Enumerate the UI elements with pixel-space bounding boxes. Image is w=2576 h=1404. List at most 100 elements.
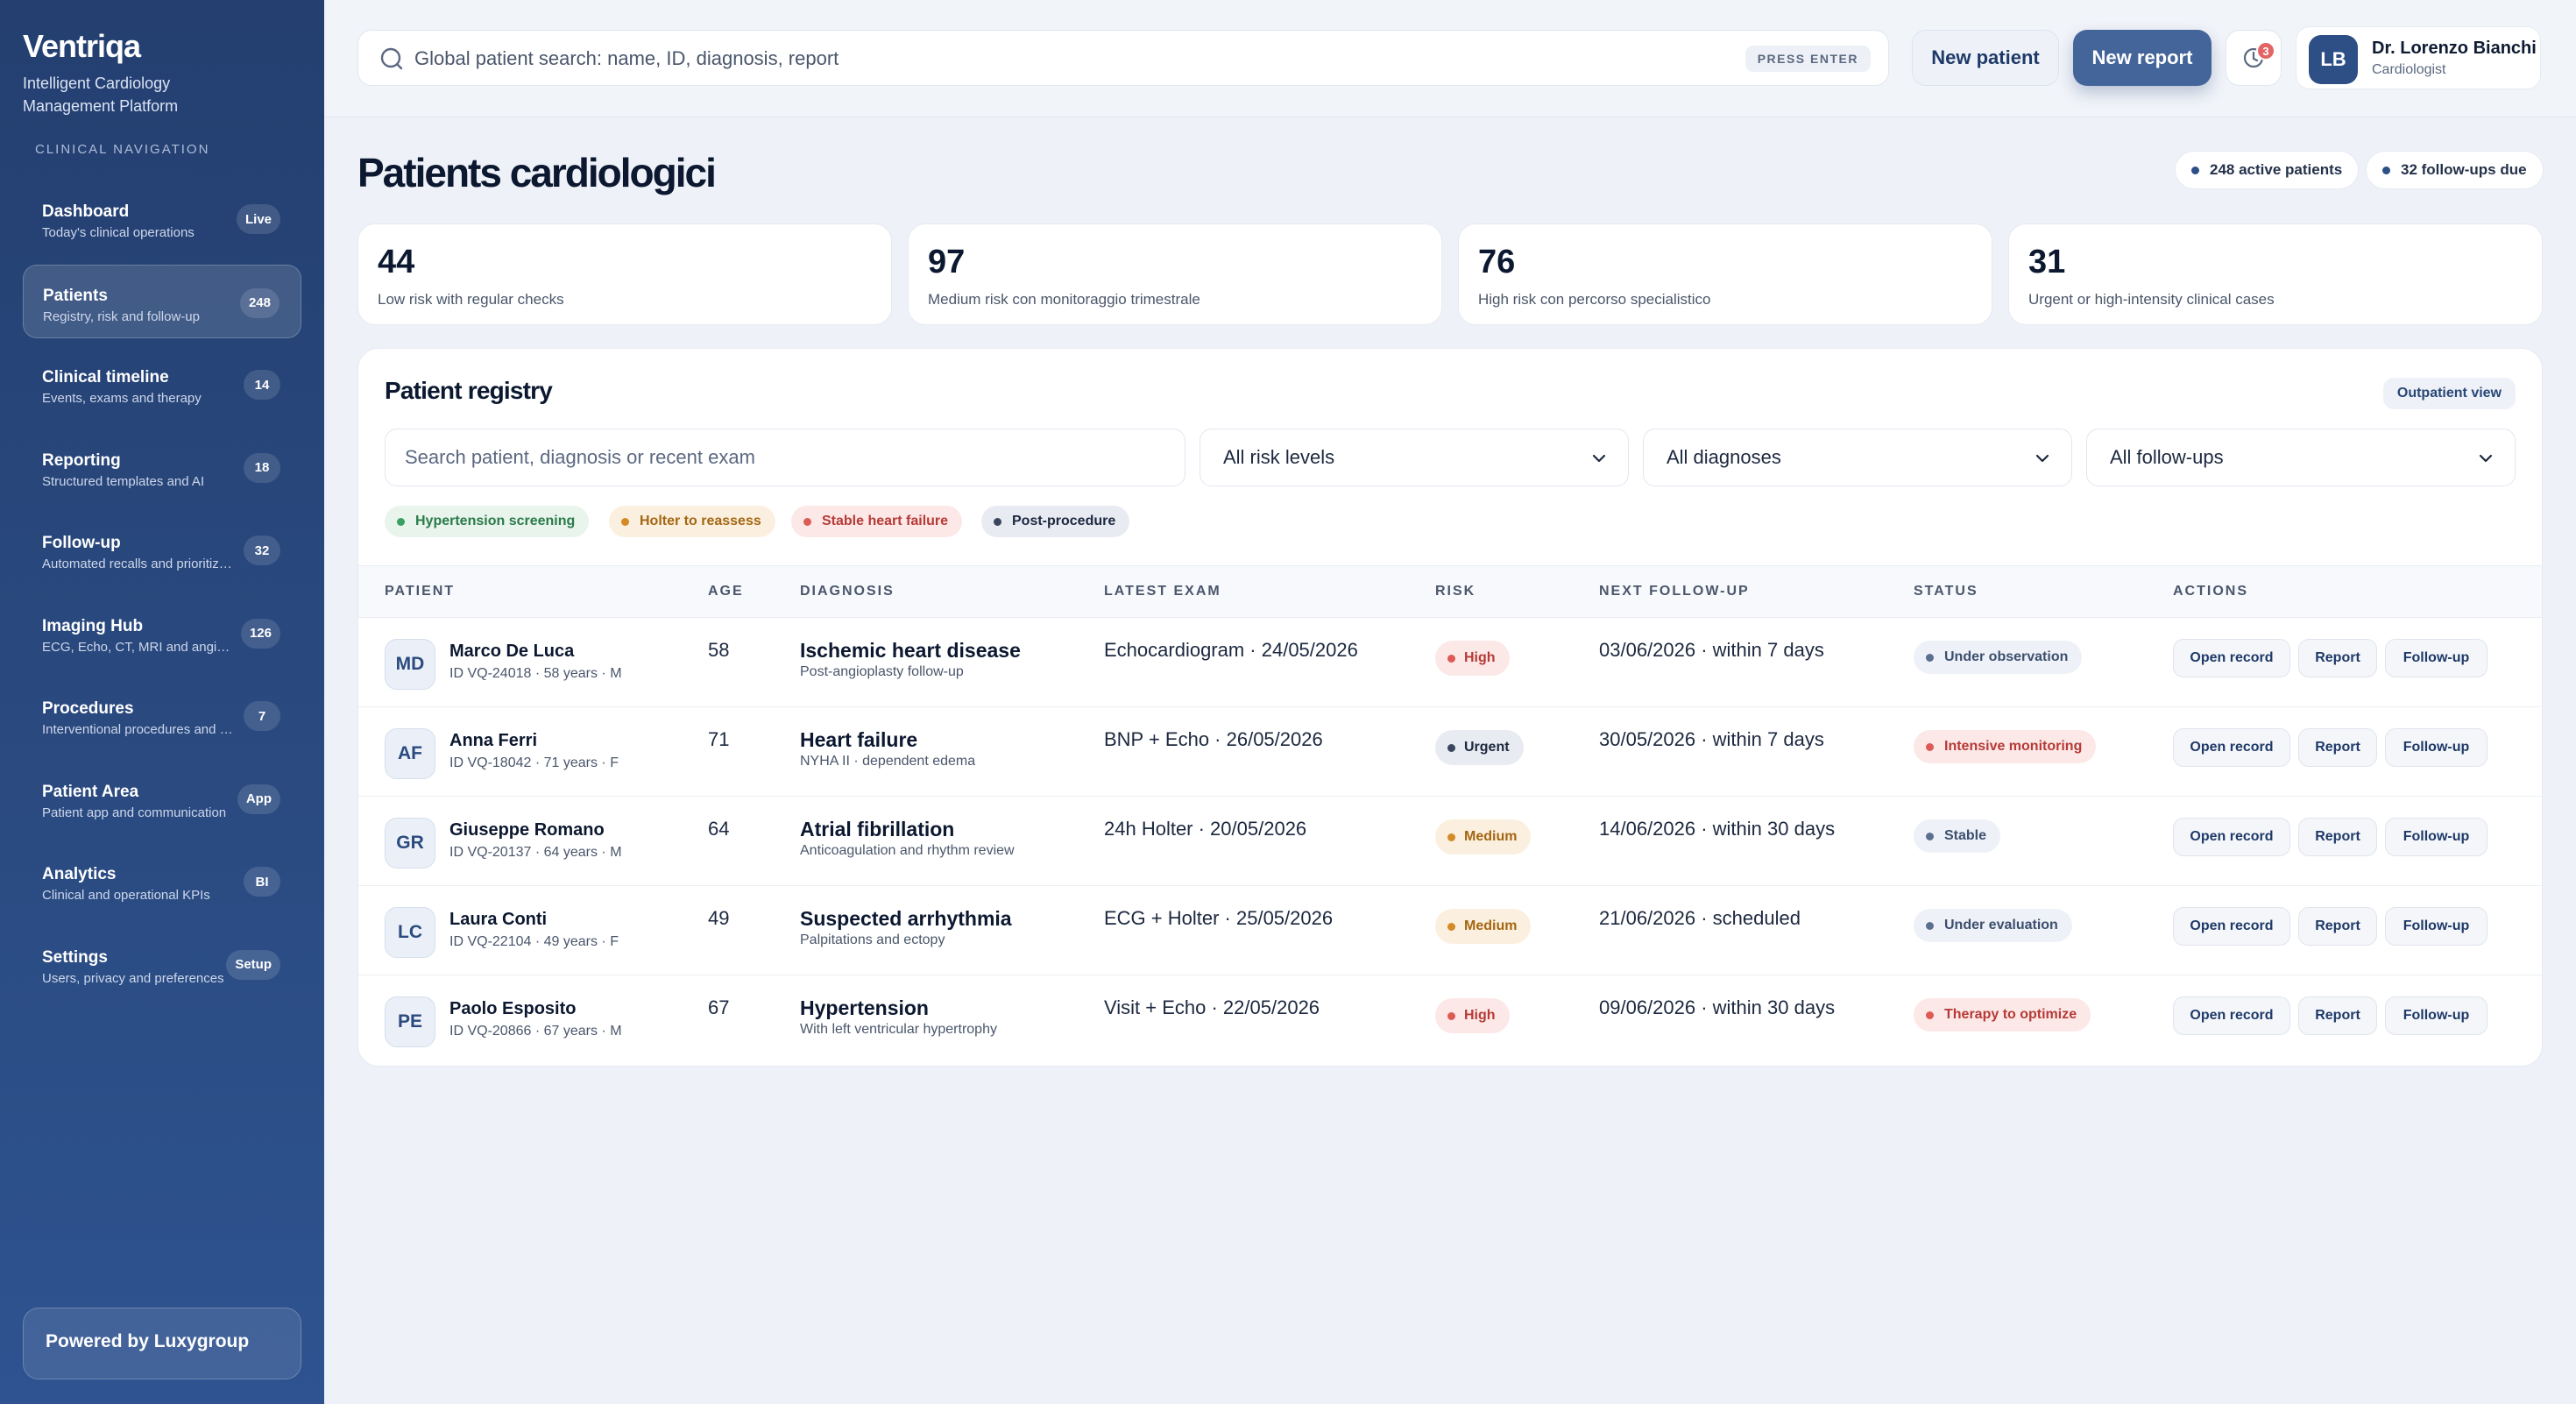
global-search-input[interactable]	[414, 39, 1729, 78]
open-record-button[interactable]: Open record	[2173, 818, 2290, 856]
risk-label: Medium	[1464, 918, 1518, 933]
report-button[interactable]: Report	[2298, 639, 2377, 677]
sidebar-item-settings[interactable]: Settings Users, privacy and preferences …	[23, 927, 301, 1001]
open-record-button[interactable]: Open record	[2173, 639, 2290, 677]
status-label: Stable	[1944, 828, 1987, 843]
sidebar-item-patient-area[interactable]: Patient Area Patient app and communicati…	[23, 762, 301, 835]
follow-up-button[interactable]: Follow-up	[2385, 728, 2488, 767]
next-follow-up: 09/06/2026 · within 30 days	[1599, 996, 1836, 1018]
report-button[interactable]: Report	[2298, 818, 2377, 856]
stat-value: 97	[928, 244, 966, 280]
stat-label: High risk con percorso specialistico	[1478, 291, 1711, 308]
diagnosis-filter-select[interactable]: All diagnoses	[1643, 429, 2072, 486]
patient-name[interactable]: Marco De Luca	[449, 642, 575, 661]
patient-age: 49	[708, 907, 730, 929]
press-enter-hint: PRESS ENTER	[1744, 46, 1871, 72]
sidebar-item-analytics[interactable]: Analytics Clinical and operational KPIs …	[23, 844, 301, 918]
sidebar-item-follow-up[interactable]: Follow-up Automated recalls and prioriti…	[23, 513, 301, 586]
tag-holter-to-reassess[interactable]: Holter to reassess	[609, 506, 775, 537]
diagnosis: Ischemic heart disease	[800, 639, 1021, 662]
sidebar-item-imaging-hub[interactable]: Imaging Hub ECG, Echo, CT, MRI and angio…	[23, 596, 301, 670]
status-label: Therapy to optimize	[1944, 1007, 2077, 1022]
patient-name[interactable]: Paolo Esposito	[449, 999, 577, 1018]
sidebar-item-reporting[interactable]: Reporting Structured templates and AI 18	[23, 430, 301, 504]
sidebar-item-desc: Registry, risk and follow-up	[43, 308, 200, 324]
status-badge: Under observation	[1914, 641, 2083, 674]
sidebar-item-badge: 248	[239, 287, 280, 318]
dot-icon	[1447, 743, 1455, 752]
tag-hypertension-screening[interactable]: Hypertension screening	[385, 506, 590, 537]
search-icon	[380, 47, 403, 70]
diagnosis-detail: Post-angioplasty follow-up	[800, 664, 964, 679]
report-button[interactable]: Report	[2298, 996, 2377, 1035]
dot-icon	[1447, 1011, 1455, 1020]
user-menu[interactable]: LB Dr. Lorenzo Bianchi Cardiologist	[2296, 26, 2541, 89]
tag-label: Holter to reassess	[640, 514, 761, 528]
dot-icon	[1926, 832, 1934, 840]
latest-exam: Visit + Echo · 22/05/2026	[1104, 996, 1320, 1018]
open-record-button[interactable]: Open record	[2173, 728, 2290, 767]
followup-filter-select[interactable]: All follow-ups	[2086, 429, 2516, 486]
table-row[interactable]: AF Anna Ferri ID VQ-18042 · 71 years · F…	[358, 707, 2542, 797]
latest-exam: BNP + Echo · 26/05/2026	[1104, 728, 1323, 750]
tag-stable-heart-failure[interactable]: Stable heart failure	[791, 506, 963, 537]
diagnosis: Atrial fibrillation	[800, 818, 955, 840]
dot-icon	[1447, 922, 1455, 931]
open-record-button[interactable]: Open record	[2173, 996, 2290, 1035]
latest-exam: Echocardiogram · 24/05/2026	[1104, 639, 1358, 661]
risk-filter-select[interactable]: All risk levels	[1200, 429, 1629, 486]
registry-search-input[interactable]	[385, 429, 1185, 486]
table-row[interactable]: LC Laura Conti ID VQ-22104 · 49 years · …	[358, 886, 2542, 975]
brand-logo[interactable]: Ventriqa	[23, 28, 141, 64]
dot-icon	[2191, 166, 2199, 174]
active-patients-text: 248 active patients	[2210, 161, 2343, 178]
dot-icon	[803, 517, 811, 526]
table-row[interactable]: PE Paolo Esposito ID VQ-20866 · 67 years…	[358, 975, 2542, 1065]
sidebar-item-label: Clinical timeline	[42, 368, 169, 386]
sidebar-item-label: Imaging Hub	[42, 616, 144, 635]
patient-meta: ID VQ-18042 · 71 years · F	[449, 755, 619, 770]
dot-icon	[1447, 833, 1455, 841]
sidebar-item-desc: Automated recalls and prioritization	[42, 557, 237, 571]
diagnosis-detail: Anticoagulation and rhythm review	[800, 843, 1015, 858]
table-row[interactable]: GR Giuseppe Romano ID VQ-20137 · 64 year…	[358, 797, 2542, 886]
avatar: LB	[2309, 35, 2358, 84]
follow-up-button[interactable]: Follow-up	[2385, 996, 2488, 1035]
patient-registry-panel: Patient registry Outpatient view All ris…	[357, 348, 2543, 1067]
risk-badge: High	[1435, 641, 1510, 676]
sidebar-item-dashboard[interactable]: Dashboard Today's clinical operations Li…	[23, 181, 301, 255]
open-record-button[interactable]: Open record	[2173, 907, 2290, 946]
sidebar-item-patients[interactable]: Patients Registry, risk and follow-up 24…	[23, 264, 301, 338]
latest-exam: ECG + Holter · 25/05/2026	[1104, 907, 1334, 929]
table-row[interactable]: MD Marco De Luca ID VQ-24018 · 58 years …	[358, 618, 2542, 707]
column-header-status: STATUS	[1914, 584, 1978, 599]
tag-post-procedure[interactable]: Post-procedure	[981, 506, 1130, 537]
new-patient-button[interactable]: New patient	[1912, 30, 2059, 86]
sidebar-item-label: Reporting	[42, 450, 121, 470]
diagnosis-detail: NYHA II · dependent edema	[800, 754, 976, 769]
follow-up-button[interactable]: Follow-up	[2385, 907, 2488, 946]
patient-meta: ID VQ-24018 · 58 years · M	[449, 666, 622, 681]
column-header-age: AGE	[708, 584, 744, 599]
report-button[interactable]: Report	[2298, 907, 2377, 946]
dot-icon	[621, 517, 629, 526]
outpatient-view-button[interactable]: Outpatient view	[2382, 378, 2516, 409]
sidebar-item-badge: Setup	[226, 949, 280, 980]
patient-name[interactable]: Giuseppe Romano	[449, 820, 605, 840]
follow-up-button[interactable]: Follow-up	[2385, 639, 2488, 677]
next-follow-up: 14/06/2026 · within 30 days	[1599, 818, 1836, 840]
sidebar-item-procedures[interactable]: Procedures Interventional procedures and…	[23, 678, 301, 752]
new-report-button[interactable]: New report	[2073, 30, 2212, 86]
followup-filter-value: All follow-ups	[2110, 446, 2224, 468]
global-search-box[interactable]: PRESS ENTER	[357, 30, 1889, 86]
sidebar-item-label: Settings	[42, 947, 108, 967]
patient-name[interactable]: Laura Conti	[449, 910, 548, 929]
status-label: Under observation	[1944, 649, 2069, 664]
sidebar-item-clinical-timeline[interactable]: Clinical timeline Events, exams and ther…	[23, 347, 301, 421]
notifications-button[interactable]: 3	[2226, 30, 2282, 86]
next-follow-up: 03/06/2026 · within 7 days	[1599, 639, 1824, 661]
patient-name[interactable]: Anna Ferri	[449, 731, 538, 750]
report-button[interactable]: Report	[2298, 728, 2377, 767]
follow-up-button[interactable]: Follow-up	[2385, 818, 2488, 856]
topbar: PRESS ENTER New patient New report 3 LB …	[324, 0, 2576, 117]
